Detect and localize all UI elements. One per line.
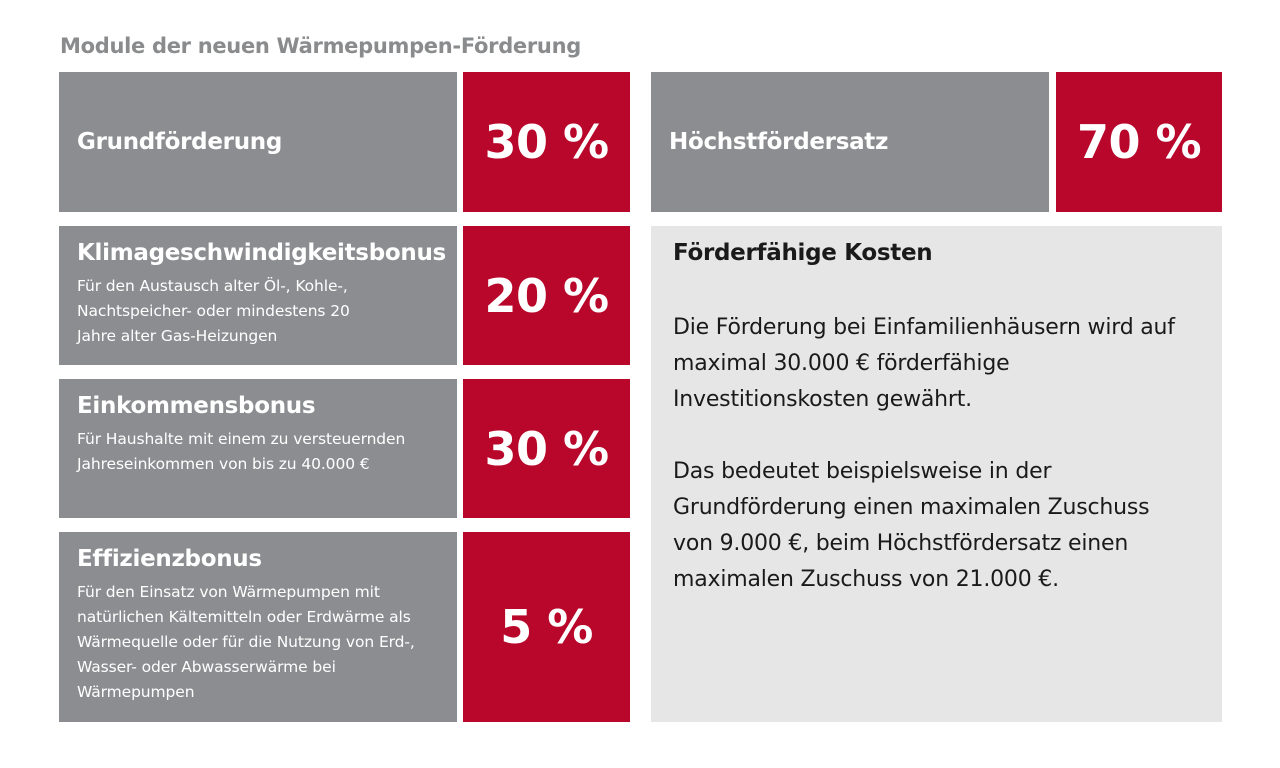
module-label: Effizienzbonus: [77, 546, 262, 572]
page-title: Module der neuen Wärmepumpen-Förderung: [60, 34, 581, 58]
percent-value: 30 %: [484, 421, 609, 476]
module-label: Grundförderung: [77, 129, 283, 155]
module-percent-grundfoerderung: 30 %: [463, 72, 630, 212]
module-percent-klimageschwindigkeitsbonus: 20 %: [463, 226, 630, 365]
module-klimageschwindigkeitsbonus: Klimageschwindigkeitsbonus Für den Austa…: [59, 226, 457, 365]
max-rate-label: Höchstfördersatz: [669, 129, 889, 155]
module-description: Für Haushalte mit einem zu versteuernden…: [77, 430, 406, 473]
module-description: Für den Einsatz von Wärmepumpen mit natü…: [77, 583, 415, 701]
costs-title: Förderfähige Kosten: [673, 240, 933, 266]
percent-value: 30 %: [484, 115, 609, 169]
module-grundfoerderung: Grundförderung: [59, 72, 457, 212]
module-einkommensbonus: Einkommensbonus Für Haushalte mit einem …: [59, 379, 457, 518]
module-description: Für den Austausch alter Öl-, Kohle-, Nac…: [77, 277, 350, 345]
percent-value: 20 %: [484, 268, 609, 323]
module-percent-effizienzbonus: 5 %: [463, 532, 630, 722]
max-rate-label-box: Höchstfördersatz: [651, 72, 1049, 212]
percent-value: 5 %: [500, 600, 593, 654]
costs-paragraph-1: Die Förderung bei Einfamilienhäusern wir…: [673, 315, 1175, 412]
max-rate-percent: 70 %: [1076, 115, 1202, 169]
module-effizienzbonus: Effizienzbonus Für den Einsatz von Wärme…: [59, 532, 457, 722]
module-label: Klimageschwindigkeitsbonus: [77, 240, 446, 266]
module-percent-einkommensbonus: 30 %: [463, 379, 630, 518]
module-label: Einkommensbonus: [77, 393, 316, 419]
max-rate-percent-box: 70 %: [1056, 72, 1222, 212]
costs-panel: Förderfähige Kosten Die Förderung bei Ei…: [651, 226, 1222, 722]
costs-paragraph-2: Das bedeutet beispielsweise in der Grund…: [673, 459, 1150, 592]
